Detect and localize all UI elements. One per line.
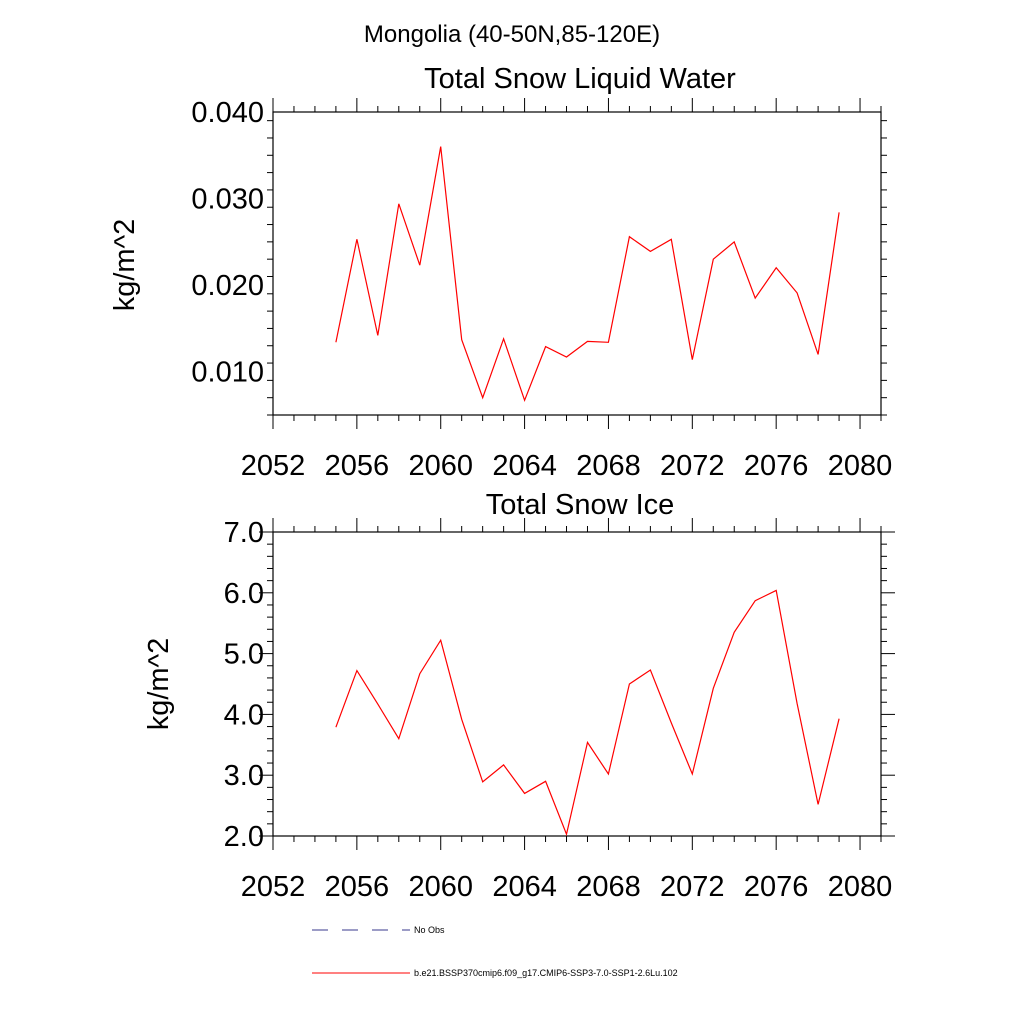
x-tick-label: 2056 (325, 871, 390, 903)
legend: No Obs b.e21.BSSP370cmip6.f09_g17.CMIP6-S… (312, 925, 678, 978)
chart-panel-1: Total Snow Liquid Water kg/m^2 2052 2056 206… (109, 63, 892, 482)
x-tick-label: 2080 (828, 871, 893, 903)
y-tick-label: 0.010 (191, 357, 264, 389)
x-tick-label: 2076 (744, 871, 809, 903)
y-tick-label: 5.0 (224, 639, 264, 671)
y-tick-label: 0.020 (191, 270, 264, 302)
plot-frame (272, 111, 882, 416)
plot-frame (272, 531, 882, 837)
series-line-1 (335, 146, 840, 403)
legend-label-2: b.e21.BSSP370cmip6.f09_g17.CMIP6-SSP3-7.… (414, 968, 678, 978)
y-axis-label: kg/m^2 (109, 219, 141, 312)
y-tick-label: 4.0 (224, 699, 264, 731)
y-tick-label: 7.0 (224, 517, 264, 549)
x-tick-label: 2068 (576, 450, 641, 482)
x-tick-label: 2060 (408, 450, 473, 482)
y-tick-label: 3.0 (224, 760, 264, 792)
x-tick-label: 2072 (660, 871, 725, 903)
chart-panel-2: Total Snow Ice kg/m^2 2052 2056 2060 2064 2068… (143, 489, 895, 903)
series-line-1 (335, 589, 840, 837)
x-tick-label: 2052 (241, 450, 306, 482)
region-title: Mongolia (40-50N,85-120E) (364, 21, 660, 48)
y-tick-label: 2.0 (224, 821, 264, 853)
x-tick-label: 2060 (408, 871, 473, 903)
x-tick-label: 2056 (325, 450, 390, 482)
x-tick-label: 2072 (660, 450, 725, 482)
y-tick-label: 6.0 (224, 578, 264, 610)
x-tick-label: 2068 (576, 871, 641, 903)
x-tick-label: 2064 (492, 450, 557, 482)
y-axis-label: kg/m^2 (143, 638, 175, 731)
x-tick-label: 2064 (492, 871, 557, 903)
x-tick-label: 2076 (744, 450, 809, 482)
chart-panels: Total Snow Liquid Water kg/m^2 2052 2056 206… (109, 63, 895, 903)
x-tick-label: 2052 (241, 871, 306, 903)
x-tick-label: 2080 (828, 450, 893, 482)
chart-title: Total Snow Ice (486, 489, 675, 521)
chart-title: Total Snow Liquid Water (424, 63, 736, 95)
legend-label-1: No Obs (414, 925, 445, 935)
y-tick-label: 0.030 (191, 184, 264, 216)
y-tick-label: 0.040 (191, 97, 264, 129)
